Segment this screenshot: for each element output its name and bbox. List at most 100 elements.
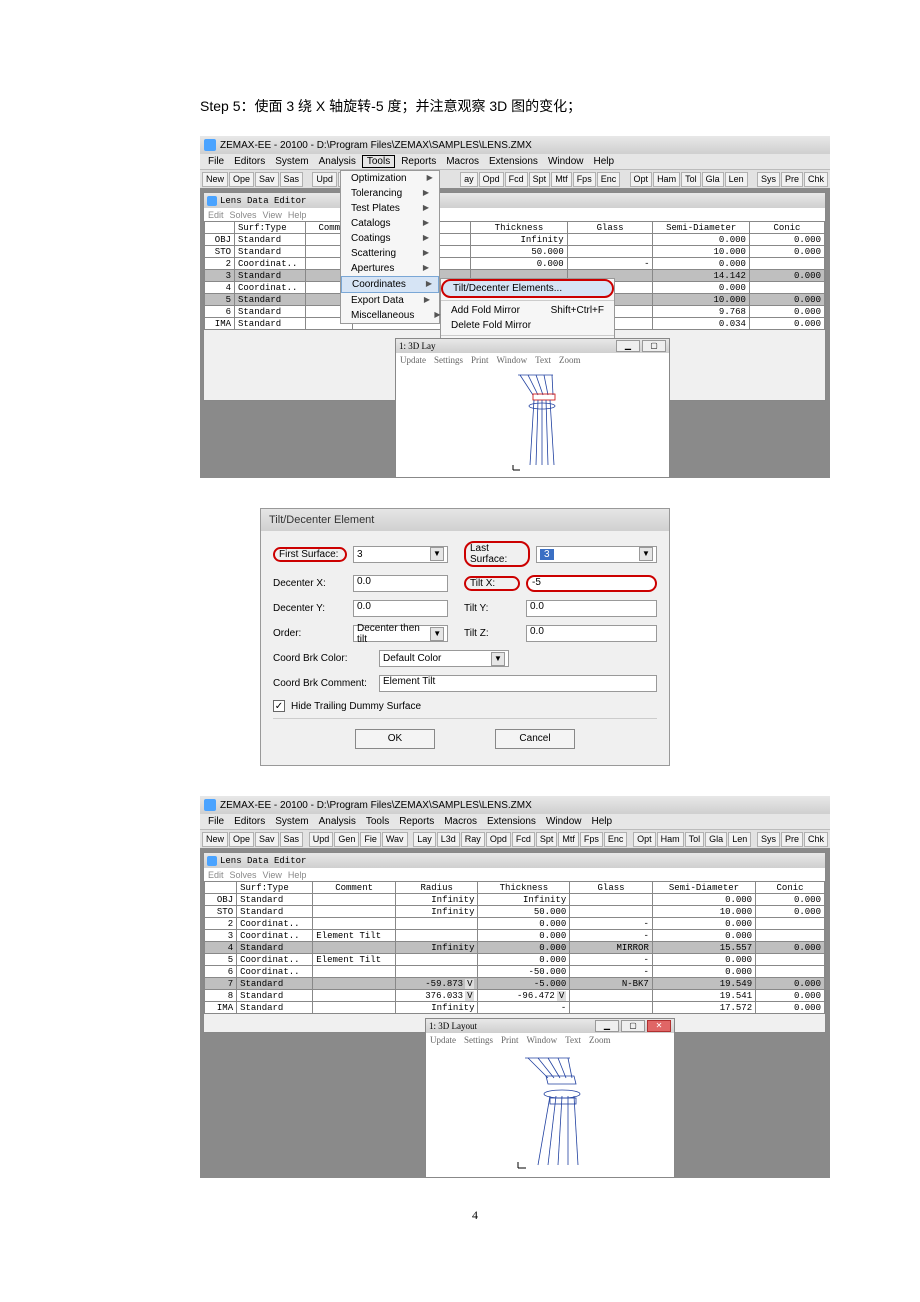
tb-sas[interactable]: Sas	[280, 172, 304, 187]
lde2-solves[interactable]: Solves	[230, 870, 257, 880]
order-select[interactable]: Decenter then tilt▼	[353, 625, 448, 642]
3d-zoom[interactable]: Zoom	[559, 355, 581, 365]
comment-input[interactable]: Element Tilt	[379, 675, 657, 692]
table-row[interactable]: 7Standard-59.873V-5.000N-BK719.5490.000	[205, 978, 825, 990]
t2-mtf[interactable]: Mtf	[558, 832, 579, 847]
menu-reports[interactable]: Reports	[397, 156, 440, 167]
table-row[interactable]: OBJStandardInfinityInfinity0.0000.000	[205, 894, 825, 906]
dd-opt[interactable]: Optimization▶	[341, 171, 439, 186]
table-row[interactable]: IMAStandardInfinity-17.5720.000	[205, 1002, 825, 1014]
t2-spt[interactable]: Spt	[536, 832, 558, 847]
t2-ham[interactable]: Ham	[657, 832, 684, 847]
3d2-update[interactable]: Update	[430, 1035, 456, 1045]
table-row[interactable]: STOStandard50.00010.0000.000	[205, 246, 825, 258]
3d-menubar[interactable]: Update Settings Print Window Text Zoom	[396, 353, 669, 367]
m2-help[interactable]: Help	[588, 816, 617, 827]
m2-file[interactable]: File	[204, 816, 228, 827]
tb-sys[interactable]: Sys	[757, 172, 780, 187]
max-btn[interactable]: ▢	[642, 340, 666, 352]
t2-fie[interactable]: Fie	[360, 832, 381, 847]
tb-new[interactable]: New	[202, 172, 228, 187]
m2-tools[interactable]: Tools	[362, 816, 393, 827]
3d-settings[interactable]: Settings	[434, 355, 463, 365]
tiltz-input[interactable]: 0.0	[526, 625, 657, 642]
t2-lay[interactable]: Lay	[413, 832, 436, 847]
tools-dropdown[interactable]: Optimization▶ Tolerancing▶ Test Plates▶ …	[340, 170, 440, 324]
tb-ay[interactable]: ay	[460, 172, 478, 187]
sub-delfold[interactable]: Delete Fold Mirror	[441, 318, 614, 333]
tb-fcd[interactable]: Fcd	[505, 172, 528, 187]
t2-sav[interactable]: Sav	[255, 832, 279, 847]
color-select[interactable]: Default Color▼	[379, 650, 509, 667]
t2-pre[interactable]: Pre	[781, 832, 803, 847]
3d-window[interactable]: Window	[497, 355, 528, 365]
t2-enc[interactable]: Enc	[604, 832, 628, 847]
3d-print[interactable]: Print	[471, 355, 489, 365]
menu-analysis[interactable]: Analysis	[315, 156, 360, 167]
table-row[interactable]: 3Coordinat..Element Tilt0.000-0.000	[205, 930, 825, 942]
dd-scat[interactable]: Scattering▶	[341, 246, 439, 261]
close-btn-2[interactable]: ✕	[647, 1020, 671, 1032]
tb-gla[interactable]: Gla	[702, 172, 724, 187]
t2-ope[interactable]: Ope	[229, 832, 254, 847]
hide-checkbox[interactable]: ✓	[273, 700, 285, 712]
table-row[interactable]: 8Standard376.033V-96.472V19.5410.000	[205, 990, 825, 1002]
tb-fps[interactable]: Fps	[573, 172, 596, 187]
cancel-button[interactable]: Cancel	[495, 729, 575, 749]
tb-spt[interactable]: Spt	[529, 172, 551, 187]
last-surf-select[interactable]: 3▼	[536, 546, 657, 563]
ok-button[interactable]: OK	[355, 729, 435, 749]
tb-len[interactable]: Len	[725, 172, 748, 187]
t2-opt[interactable]: Opt	[633, 832, 656, 847]
t2-upd[interactable]: Upd	[309, 832, 334, 847]
dd-coat[interactable]: Coatings▶	[341, 231, 439, 246]
lde-edit[interactable]: Edit	[208, 210, 224, 220]
t2-chk[interactable]: Chk	[804, 832, 828, 847]
tb-ope[interactable]: Ope	[229, 172, 254, 187]
dd-tp[interactable]: Test Plates▶	[341, 201, 439, 216]
tb-chk[interactable]: Chk	[804, 172, 828, 187]
m2-macros[interactable]: Macros	[440, 816, 481, 827]
menu-editors[interactable]: Editors	[230, 156, 269, 167]
3d2-text[interactable]: Text	[565, 1035, 581, 1045]
3d-menubar-2[interactable]: Update Settings Print Window Text Zoom	[426, 1033, 674, 1047]
tb-ham[interactable]: Ham	[653, 172, 680, 187]
first-surf-select[interactable]: 3▼	[353, 546, 448, 563]
tb-upd[interactable]: Upd	[312, 172, 337, 187]
dd-aper[interactable]: Apertures▶	[341, 261, 439, 276]
dd-export[interactable]: Export Data▶	[341, 293, 439, 308]
dd-misc[interactable]: Miscellaneous▶	[341, 308, 439, 323]
table-row[interactable]: 4StandardInfinity0.000MIRROR15.5570.000	[205, 942, 825, 954]
max-btn-2[interactable]: ▢	[621, 1020, 645, 1032]
lde2-view[interactable]: View	[263, 870, 282, 880]
t2-wav[interactable]: Wav	[382, 832, 408, 847]
menu-file[interactable]: File	[204, 156, 228, 167]
menu-window[interactable]: Window	[544, 156, 588, 167]
menu-system[interactable]: System	[271, 156, 312, 167]
t2-sas[interactable]: Sas	[280, 832, 304, 847]
tiltx-input[interactable]: -5	[526, 575, 657, 592]
min-btn-2[interactable]: ▁	[595, 1020, 619, 1032]
tilty-input[interactable]: 0.0	[526, 600, 657, 617]
sub-addfold[interactable]: Add Fold MirrorShift+Ctrl+F	[441, 303, 614, 318]
menu-help[interactable]: Help	[590, 156, 619, 167]
t2-fps[interactable]: Fps	[580, 832, 603, 847]
table-row[interactable]: 2Coordinat..0.000-0.000	[205, 258, 825, 270]
3d-update[interactable]: Update	[400, 355, 426, 365]
t2-len[interactable]: Len	[728, 832, 751, 847]
tb-pre[interactable]: Pre	[781, 172, 803, 187]
dd-tol[interactable]: Tolerancing▶	[341, 186, 439, 201]
t2-sys[interactable]: Sys	[757, 832, 780, 847]
m2-analysis[interactable]: Analysis	[315, 816, 360, 827]
min-btn[interactable]: ▁	[616, 340, 640, 352]
decy-input[interactable]: 0.0	[353, 600, 448, 617]
menu-tools[interactable]: Tools	[362, 155, 395, 168]
menu-bar-2[interactable]: File Editors System Analysis Tools Repor…	[200, 814, 830, 830]
menu-extensions[interactable]: Extensions	[485, 156, 542, 167]
table-row[interactable]: 6Coordinat..-50.000-0.000	[205, 966, 825, 978]
m2-system[interactable]: System	[271, 816, 312, 827]
3d2-zoom[interactable]: Zoom	[589, 1035, 611, 1045]
sub-tilt[interactable]: Tilt/Decenter Elements...	[441, 279, 614, 298]
dd-cat[interactable]: Catalogs▶	[341, 216, 439, 231]
dd-coord[interactable]: Coordinates▶	[341, 276, 439, 293]
